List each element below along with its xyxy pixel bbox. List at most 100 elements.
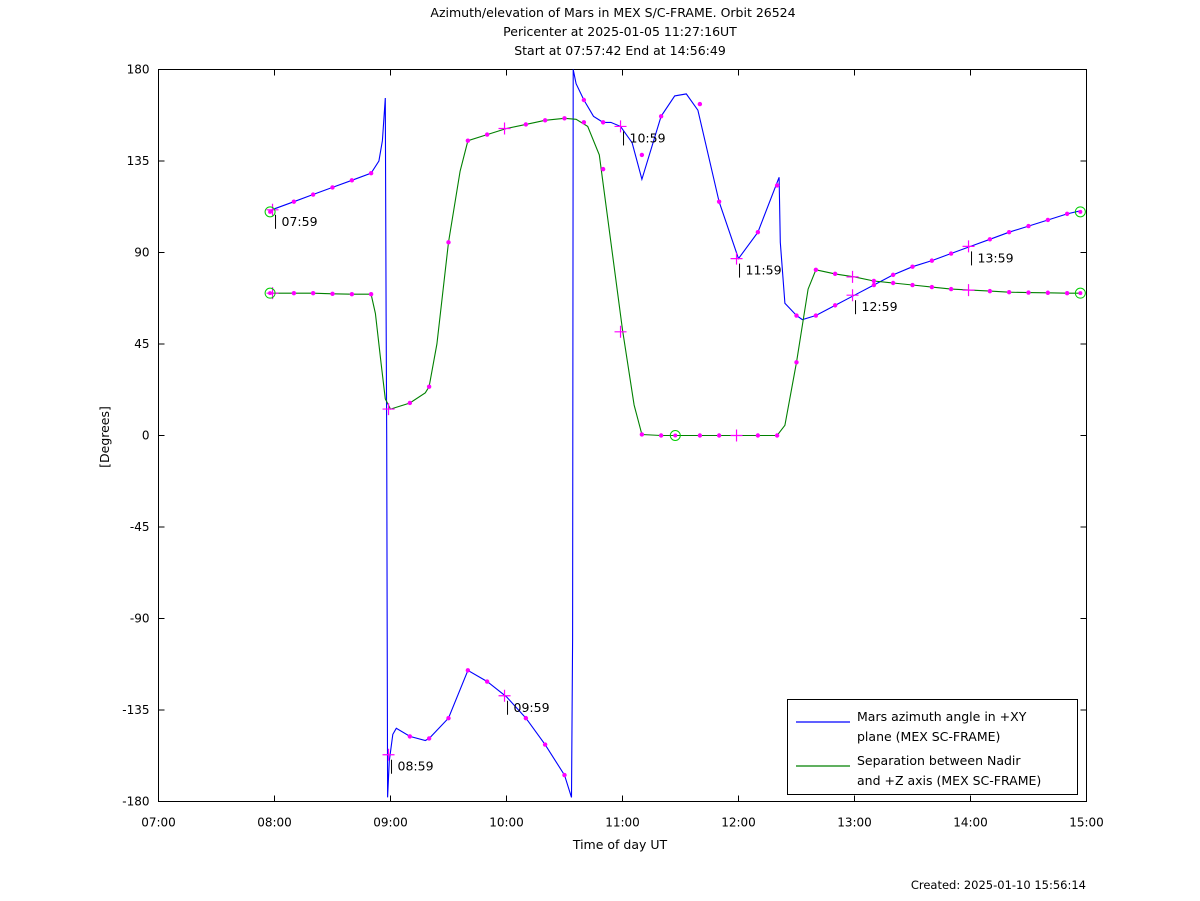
data-point-separation <box>465 138 471 143</box>
legend-label-azimuth-line1: Mars azimuth angle in +XY <box>857 709 1027 724</box>
data-point-separation <box>291 290 297 296</box>
y-tick-label: -135 <box>122 703 149 717</box>
series-layer <box>264 69 1086 798</box>
x-tick-label: 12:00 <box>721 816 756 830</box>
data-point-azimuth <box>562 772 567 778</box>
legend-label-separation-line2: and +Z axis (MEX SC-FRAME) <box>857 773 1041 788</box>
data-point-azimuth <box>755 229 761 235</box>
data-point-azimuth <box>813 313 819 318</box>
y-tick-label: 135 <box>127 154 150 168</box>
data-point-separation <box>446 240 451 245</box>
data-point-separation <box>426 384 432 389</box>
data-point-separation <box>813 267 819 272</box>
data-point-separation <box>310 290 316 296</box>
data-point-azimuth <box>291 199 297 204</box>
y-tick-label: 90 <box>134 246 149 260</box>
data-point-azimuth <box>658 114 664 119</box>
data-point-azimuth <box>1045 217 1051 223</box>
data-point-separation <box>349 291 355 297</box>
y-axis-label: [Degrees] <box>97 406 112 468</box>
plot-area <box>158 69 1087 802</box>
data-point-azimuth <box>1006 229 1012 235</box>
hour-marker-azimuth <box>730 252 743 265</box>
data-point-separation <box>407 400 413 406</box>
annotation-label: 07:59 <box>282 214 318 229</box>
data-point-separation <box>948 286 954 292</box>
data-point-azimuth <box>774 183 780 188</box>
data-point-separation <box>871 278 877 284</box>
x-tick-label: 09:00 <box>373 816 408 830</box>
data-point-azimuth <box>890 272 896 278</box>
hour-marker-separation <box>730 429 743 442</box>
y-tick-label: -180 <box>122 795 149 809</box>
hour-marker-azimuth <box>498 689 511 702</box>
legend-label-separation-line1: Separation between Nadir <box>857 753 1021 768</box>
axis-ticks <box>158 69 1087 802</box>
chart-title-line2: Pericenter at 2025-01-05 11:27:16UT <box>503 24 737 39</box>
annotation-label: 11:59 <box>746 263 782 278</box>
hour-marker-azimuth <box>962 240 975 253</box>
data-point-separation <box>890 280 896 286</box>
annotation-layer: 07:59 08:59 09:59 10:59 11:59 12:59 13:59 <box>275 130 1014 774</box>
data-point-separation <box>542 118 548 123</box>
annotation-label: 08:59 <box>398 759 434 774</box>
y-tick-label: -90 <box>130 612 150 626</box>
hour-marker-azimuth <box>614 120 627 133</box>
data-point-separation <box>658 433 664 438</box>
data-point-azimuth <box>523 715 529 721</box>
endpoint-dot-azimuth <box>268 209 273 214</box>
data-point-separation <box>600 166 606 172</box>
series-line-azimuth <box>269 69 1081 798</box>
data-point-azimuth <box>446 715 451 721</box>
data-point-azimuth <box>465 668 471 673</box>
data-point-separation <box>832 271 838 277</box>
data-point-separation <box>523 122 529 127</box>
data-point-azimuth <box>1064 211 1070 217</box>
data-point-azimuth <box>330 185 335 190</box>
data-point-separation <box>330 291 335 296</box>
data-point-azimuth <box>871 282 877 288</box>
data-point-azimuth <box>948 251 954 256</box>
hour-marker-separation <box>382 403 395 416</box>
endpoint-circle-separation <box>264 287 276 299</box>
legend-box <box>787 699 1078 795</box>
data-point-separation <box>562 116 567 121</box>
data-point-separation <box>697 433 703 438</box>
y-tick-label: 45 <box>134 337 149 351</box>
data-point-azimuth <box>368 171 374 176</box>
data-point-separation <box>794 360 799 365</box>
series-line-separation <box>270 117 1081 437</box>
y-tick-label: 0 <box>142 429 150 443</box>
data-point-separation <box>1006 289 1012 295</box>
data-point-separation <box>1045 290 1051 295</box>
data-point-separation <box>484 132 490 137</box>
hour-marker-separation <box>962 284 975 297</box>
data-point-separation <box>639 432 645 437</box>
y-tick-label: 180 <box>127 63 150 77</box>
data-point-separation <box>368 291 374 297</box>
endpoint-dot-azimuth <box>1078 209 1083 214</box>
endpoint-circle-separation <box>1074 287 1086 299</box>
data-point-separation <box>987 288 993 294</box>
hour-marker-azimuth <box>266 203 279 216</box>
endpoint-dot-separation <box>1078 291 1083 296</box>
endpoint-dot-separation <box>268 291 273 296</box>
legend: Mars azimuth angle in +XY plane (MEX SC-… <box>787 699 1078 795</box>
data-point-azimuth <box>484 679 490 684</box>
chart-title-line3: Start at 07:57:42 End at 14:56:49 <box>514 43 726 58</box>
data-point-azimuth <box>1026 223 1031 229</box>
hour-marker-azimuth <box>846 289 859 302</box>
data-point-azimuth <box>600 120 606 125</box>
y-tick-label: -45 <box>130 520 150 534</box>
x-axis-label: Time of day UT <box>572 837 668 852</box>
endpoint-circle-separation <box>669 430 681 441</box>
annotation-label: 12:59 <box>862 299 898 314</box>
data-point-azimuth <box>542 742 548 747</box>
data-point-azimuth <box>794 313 799 318</box>
data-point-azimuth <box>697 101 703 107</box>
data-point-separation <box>1064 290 1070 296</box>
x-tick-label: 11:00 <box>605 816 640 830</box>
data-point-azimuth <box>349 178 355 183</box>
endpoint-circle-azimuth <box>264 206 276 218</box>
